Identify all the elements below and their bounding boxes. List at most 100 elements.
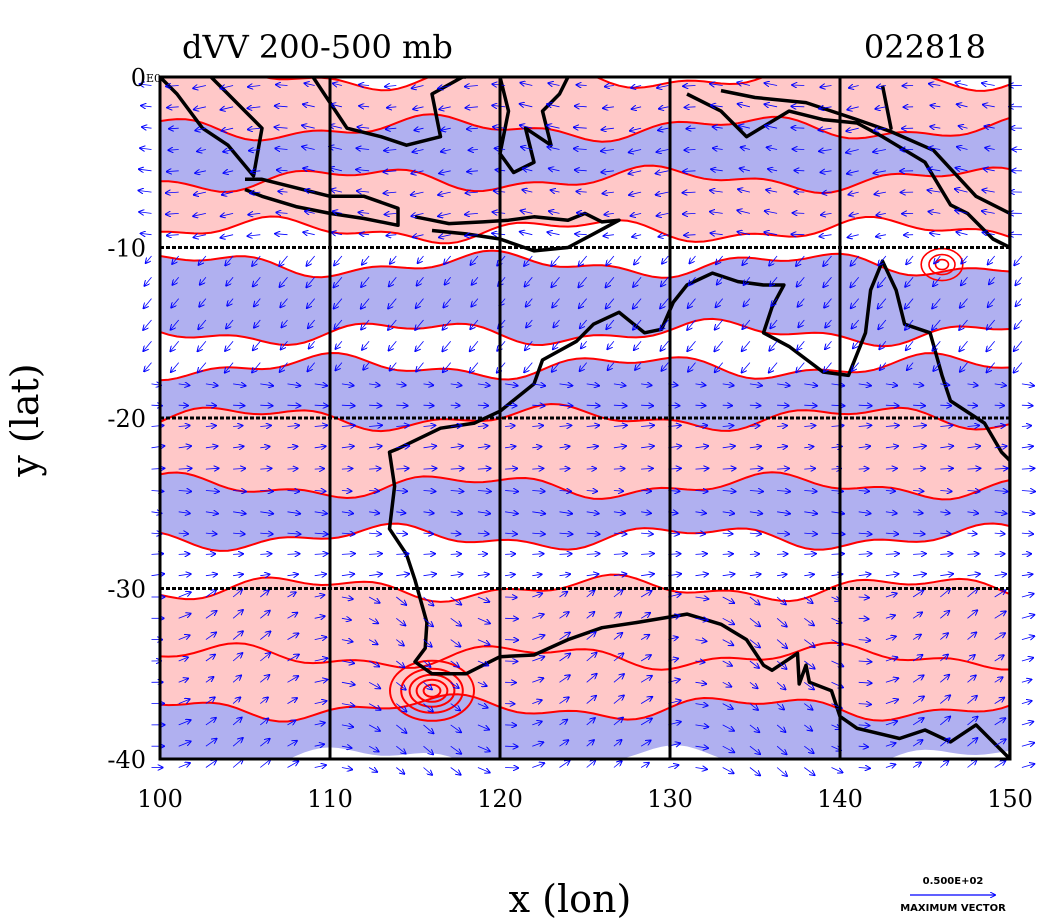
wind-vector bbox=[722, 724, 734, 731]
wind-vector bbox=[389, 277, 397, 286]
wind-vector bbox=[423, 384, 434, 385]
wind-vector bbox=[722, 767, 734, 774]
wind-vector bbox=[688, 362, 696, 372]
wind-vector bbox=[260, 675, 269, 683]
wind-vector bbox=[336, 341, 343, 349]
wind-vector bbox=[764, 232, 778, 235]
wind-vector bbox=[776, 745, 786, 754]
wind-vector bbox=[559, 592, 568, 598]
wind-vector bbox=[205, 512, 218, 514]
wind-vector bbox=[656, 192, 669, 195]
wind-vector bbox=[905, 298, 914, 309]
wind-vector bbox=[332, 232, 342, 234]
wind-vector bbox=[423, 596, 434, 606]
wind-vector bbox=[852, 362, 860, 371]
wind-vector bbox=[722, 745, 735, 752]
wind-vector bbox=[749, 703, 758, 710]
wind-vector bbox=[956, 232, 968, 235]
wind-vector bbox=[994, 611, 1006, 619]
contour-line bbox=[160, 113, 1010, 143]
wind-vector bbox=[656, 171, 669, 174]
wind-vector bbox=[253, 277, 261, 286]
wind-vector bbox=[142, 127, 152, 128]
wind-vector bbox=[885, 636, 896, 639]
wind-vector bbox=[233, 554, 243, 555]
wind-vector bbox=[804, 745, 813, 753]
wind-vector bbox=[885, 743, 896, 746]
wind-vector bbox=[178, 592, 191, 598]
wind-vector bbox=[686, 128, 696, 129]
wind-vector bbox=[777, 574, 787, 575]
wind-vector bbox=[1015, 277, 1023, 285]
wind-vector bbox=[586, 384, 599, 386]
wind-vector bbox=[396, 554, 408, 555]
corner-label: E0 bbox=[146, 72, 161, 85]
wind-vector bbox=[303, 168, 315, 171]
wind-vector bbox=[141, 106, 152, 107]
wind-vector bbox=[1021, 533, 1033, 534]
wind-vector bbox=[738, 189, 750, 192]
wind-vector bbox=[341, 384, 354, 386]
wind-vector bbox=[711, 233, 723, 235]
wind-vector bbox=[930, 127, 941, 129]
wind-vector bbox=[287, 761, 299, 768]
wind-vector bbox=[168, 150, 179, 151]
wind-vector bbox=[767, 147, 778, 149]
wind-vector bbox=[885, 657, 897, 661]
wind-vector bbox=[660, 298, 669, 309]
wind-vector bbox=[287, 425, 300, 426]
wind-vector bbox=[683, 192, 696, 193]
wind-vector bbox=[145, 277, 152, 285]
wind-vector bbox=[314, 595, 325, 597]
wind-vector bbox=[852, 319, 860, 328]
wind-vector bbox=[713, 127, 723, 128]
wind-vector bbox=[967, 717, 978, 726]
wind-vector bbox=[232, 738, 243, 747]
wind-vector bbox=[713, 148, 723, 149]
wind-vector bbox=[940, 468, 953, 469]
wind-vector bbox=[994, 574, 1007, 576]
wind-vector bbox=[913, 384, 923, 386]
wind-vector bbox=[742, 319, 751, 329]
wind-vector bbox=[635, 362, 642, 370]
wind-vector bbox=[390, 362, 397, 371]
wind-vector bbox=[1021, 701, 1032, 704]
wind-vector bbox=[1021, 512, 1034, 514]
wind-vector bbox=[144, 362, 152, 372]
wind-vector bbox=[858, 746, 868, 747]
wind-vector bbox=[559, 761, 570, 768]
wind-vector bbox=[525, 341, 533, 350]
wind-vector bbox=[777, 533, 789, 534]
wind-vector bbox=[715, 362, 724, 373]
wind-vector bbox=[287, 405, 301, 406]
wind-vector bbox=[804, 681, 814, 689]
wind-vector bbox=[749, 512, 762, 514]
island-coastline bbox=[244, 177, 400, 228]
wind-vector bbox=[360, 234, 370, 235]
wind-vector bbox=[804, 384, 817, 386]
island-coastline bbox=[686, 88, 1010, 250]
wind-vector bbox=[450, 491, 464, 492]
wind-vector bbox=[885, 533, 898, 534]
wind-vector bbox=[166, 86, 179, 87]
contour-line bbox=[160, 351, 1010, 382]
wind-vector bbox=[885, 384, 897, 386]
wind-vector bbox=[579, 255, 588, 266]
wind-vector bbox=[389, 341, 397, 350]
wind-vector bbox=[630, 128, 642, 131]
wind-vector bbox=[695, 425, 708, 426]
wind-vector bbox=[205, 468, 219, 469]
wind-vector bbox=[477, 574, 489, 576]
wind-vector bbox=[559, 697, 569, 704]
wind-vector bbox=[443, 298, 452, 308]
wind-vector bbox=[276, 213, 288, 214]
wind-vector bbox=[714, 341, 724, 351]
wind-vector bbox=[333, 211, 342, 213]
wind-vector bbox=[396, 384, 405, 385]
wind-vector bbox=[929, 84, 941, 86]
wind-vector bbox=[413, 107, 424, 109]
wind-vector bbox=[413, 150, 424, 153]
wind-vector bbox=[396, 745, 405, 753]
wind-vector bbox=[940, 695, 950, 704]
island-coastline bbox=[160, 77, 264, 178]
